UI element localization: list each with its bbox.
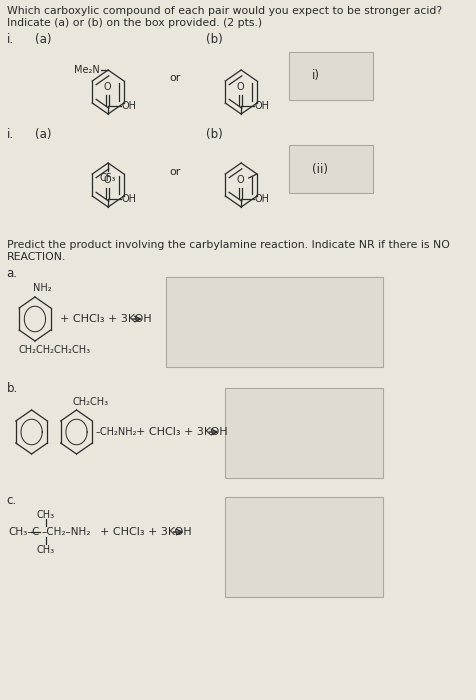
Text: + CHCl₃ + 3KOH: + CHCl₃ + 3KOH (60, 314, 151, 324)
Text: CH₂CH₂CH₂CH₃: CH₂CH₂CH₂CH₃ (18, 345, 90, 355)
Text: CH₃–: CH₃– (8, 527, 33, 537)
Text: OH: OH (255, 101, 269, 111)
Text: –CH₂–NH₂: –CH₂–NH₂ (41, 527, 91, 537)
Text: + CHCl₃ + 3KOH: + CHCl₃ + 3KOH (137, 427, 228, 437)
Text: or: or (169, 73, 180, 83)
Text: i): i) (312, 69, 320, 83)
Text: (ii): (ii) (312, 162, 328, 176)
Text: O: O (237, 82, 244, 92)
Text: OH: OH (255, 194, 269, 204)
Text: Which carboxylic compound of each pair would you expect to be stronger acid?: Which carboxylic compound of each pair w… (7, 6, 442, 16)
Text: O: O (237, 175, 244, 185)
Text: Me₂N: Me₂N (74, 65, 100, 75)
Text: C: C (31, 527, 39, 537)
Text: Indicate (a) or (b) on the box provided. (2 pts.): Indicate (a) or (b) on the box provided.… (7, 18, 262, 28)
Text: O: O (103, 82, 111, 92)
Text: CH₂CH₃: CH₂CH₃ (72, 397, 109, 407)
Bar (225, 497, 383, 597)
Text: or: or (169, 167, 180, 177)
Text: CH₃: CH₃ (37, 510, 55, 520)
Text: c.: c. (7, 494, 17, 507)
Text: i.: i. (7, 33, 14, 46)
Text: + CHCl₃ + 3KOH: + CHCl₃ + 3KOH (100, 527, 191, 537)
Text: OH: OH (121, 101, 137, 111)
Text: (a): (a) (35, 33, 51, 46)
Text: (b): (b) (206, 128, 223, 141)
Text: a.: a. (7, 267, 18, 280)
Text: –CH₂NH₂: –CH₂NH₂ (96, 427, 137, 437)
Bar (289, 145, 373, 193)
Text: (a): (a) (35, 128, 51, 141)
Bar (289, 52, 373, 100)
Text: Predict the product involving the carbylamine reaction. Indicate NR if there is : Predict the product involving the carbyl… (7, 240, 449, 250)
Bar (166, 277, 383, 367)
Text: OH: OH (121, 194, 137, 204)
Text: b.: b. (7, 382, 18, 395)
Text: i.: i. (7, 128, 14, 141)
Text: CF₃: CF₃ (100, 173, 116, 183)
Text: O: O (103, 175, 111, 185)
Text: NH₂: NH₂ (33, 283, 52, 293)
Text: REACTION.: REACTION. (7, 252, 66, 262)
Bar (225, 388, 383, 478)
Text: (b): (b) (206, 33, 223, 46)
Text: CH₃: CH₃ (37, 545, 55, 555)
